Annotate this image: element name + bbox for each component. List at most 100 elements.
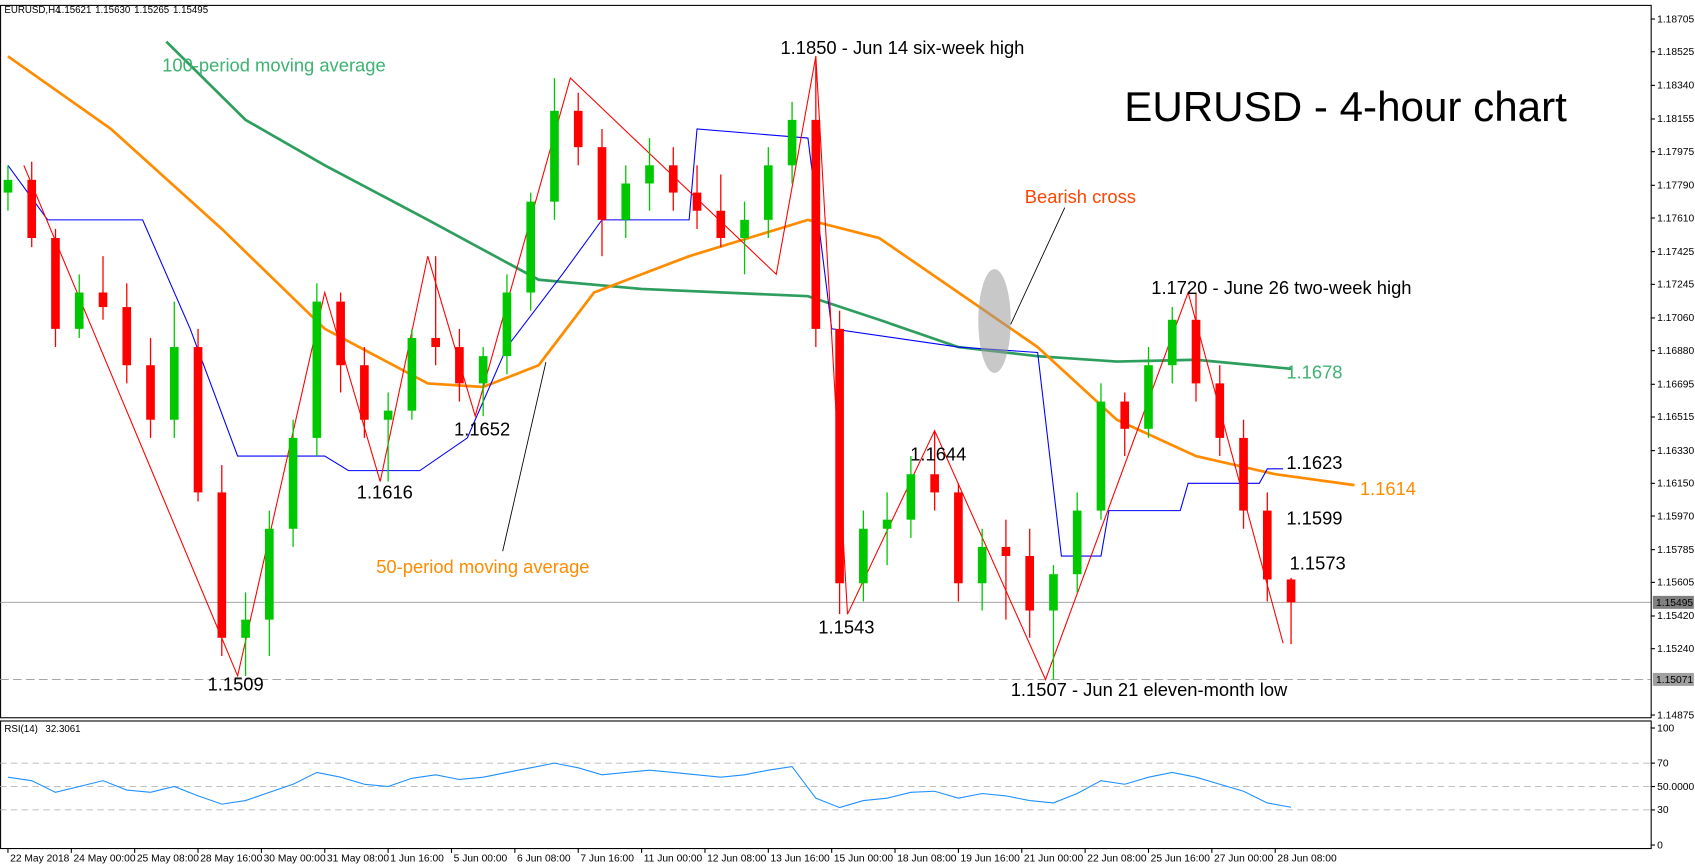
candle-body xyxy=(954,492,963,584)
x-tick-label: 31 May 08:00 xyxy=(327,854,389,865)
candle-body xyxy=(882,519,892,529)
annotation: 1.1644 xyxy=(910,443,966,464)
y-tick-label: 1.15970 xyxy=(1657,511,1694,522)
candle-body xyxy=(1072,510,1082,575)
annotation: 1.1543 xyxy=(818,616,874,637)
y-tick-label: 1.17790 xyxy=(1657,181,1694,192)
candle-body xyxy=(169,347,179,420)
candle-body xyxy=(859,528,868,584)
annotation: 1.1616 xyxy=(357,481,413,502)
y-tick-label: 1.14875 xyxy=(1657,710,1694,721)
candle-body xyxy=(526,201,536,293)
candle-body xyxy=(763,165,773,220)
y-tick-label: 1.15785 xyxy=(1657,545,1694,556)
y-tick-label: 1.15420 xyxy=(1657,611,1694,622)
annotation: 100-period moving average xyxy=(162,54,386,75)
quote-value: 1.15495 xyxy=(173,5,208,16)
candle-body xyxy=(122,307,132,366)
quote-value: 1.15265 xyxy=(134,5,169,16)
x-tick-label: 7 Jun 16:00 xyxy=(580,854,634,865)
candle-body xyxy=(455,347,464,384)
candle-body xyxy=(431,337,440,348)
candle-body xyxy=(597,147,607,220)
annotation: 1.1614 xyxy=(1360,478,1416,499)
candle-body xyxy=(217,492,227,638)
y-tick-label: 1.17975 xyxy=(1657,147,1694,158)
candle-body xyxy=(360,365,369,420)
candle-body xyxy=(692,192,702,211)
candle-body xyxy=(621,183,631,220)
annotation: 1.1573 xyxy=(1290,553,1346,574)
candle-body xyxy=(787,119,797,166)
candle-body xyxy=(1049,574,1058,611)
candle-body xyxy=(550,110,559,202)
rsi-tick-label: 100 xyxy=(1657,723,1674,734)
candle-body xyxy=(1191,319,1201,384)
candle-body xyxy=(502,292,512,357)
candle-body xyxy=(1262,510,1272,580)
x-tick-label: 27 Jun 00:00 xyxy=(1214,854,1274,865)
y-tick-label: 1.18340 xyxy=(1657,81,1694,92)
candle-body xyxy=(645,165,654,184)
candle-body xyxy=(1096,401,1106,511)
x-tick-label: 24 May 00:00 xyxy=(73,854,135,865)
candle-body xyxy=(241,619,250,638)
support-line-label: 1.15071 xyxy=(1656,675,1693,686)
main-panel-frame xyxy=(0,4,1652,719)
price-line-label-bg xyxy=(1652,595,1694,609)
annotation: 1.1850 - Jun 14 six-week high xyxy=(780,37,1024,58)
rsi-tick-label: 70 xyxy=(1657,758,1669,769)
candle-body xyxy=(930,474,939,493)
rsi-label: RSI(14) xyxy=(4,724,37,735)
candle-body xyxy=(716,210,726,239)
candle-body xyxy=(977,546,987,584)
candle-body xyxy=(1167,319,1177,366)
candle-body xyxy=(1286,579,1296,603)
y-tick-label: 1.15605 xyxy=(1657,578,1694,589)
candle-body xyxy=(1144,365,1153,429)
y-tick-label: 1.18155 xyxy=(1657,114,1694,125)
candle-body xyxy=(193,347,203,493)
pointer-line xyxy=(502,362,547,552)
cross-highlight xyxy=(978,269,1011,373)
x-tick-label: 18 Jun 08:00 xyxy=(897,854,957,865)
rsi-value: 32.3061 xyxy=(45,724,80,735)
candle-body xyxy=(98,292,108,308)
annotation: 50-period moving average xyxy=(376,556,589,577)
candle-body xyxy=(811,119,821,329)
rsi-tick-label: 50.0000 xyxy=(1657,782,1694,793)
x-tick-label: 19 Jun 16:00 xyxy=(961,854,1021,865)
x-tick-label: 6 Jun 08:00 xyxy=(517,854,571,865)
annotation: Bearish cross xyxy=(1025,186,1136,207)
support-line-label-bg xyxy=(1652,672,1694,686)
x-tick-label: 13 Jun 16:00 xyxy=(770,854,830,865)
quote-symbol: EURUSD,H4 xyxy=(4,5,61,16)
candle-body xyxy=(668,165,678,193)
candle-body xyxy=(312,301,322,438)
y-tick-label: 1.15240 xyxy=(1657,644,1694,655)
annotation: 1.1623 xyxy=(1286,452,1342,473)
y-tick-label: 1.16150 xyxy=(1657,479,1694,490)
x-tick-label: 1 Jun 16:00 xyxy=(390,854,444,865)
overlay: EURUSD - 4-hour chart EURUSD,H4 RSI(14) … xyxy=(0,5,1694,865)
x-tick-label: 5 Jun 00:00 xyxy=(454,854,508,865)
candle-body xyxy=(835,328,844,584)
rsi-tick-label: 0 xyxy=(1657,840,1663,851)
x-tick-label: 15 Jun 00:00 xyxy=(834,854,894,865)
candle-body xyxy=(288,437,298,529)
candle-body xyxy=(336,301,345,366)
candle-body xyxy=(573,110,583,148)
price-line-label: 1.15495 xyxy=(1656,598,1693,609)
annotation: 1.1599 xyxy=(1286,507,1342,528)
y-tick-label: 1.17245 xyxy=(1657,280,1694,291)
y-tick-label: 1.17425 xyxy=(1657,247,1694,258)
candle-body xyxy=(478,356,488,384)
y-tick-label: 1.17060 xyxy=(1657,313,1694,324)
candle-body xyxy=(3,179,13,193)
rsi-tick-label: 30 xyxy=(1657,805,1669,816)
y-tick-label: 1.18705 xyxy=(1657,14,1694,25)
quote-value: 1.15630 xyxy=(95,5,131,16)
candle-body xyxy=(74,292,84,329)
x-tick-label: 28 May 16:00 xyxy=(200,854,262,865)
